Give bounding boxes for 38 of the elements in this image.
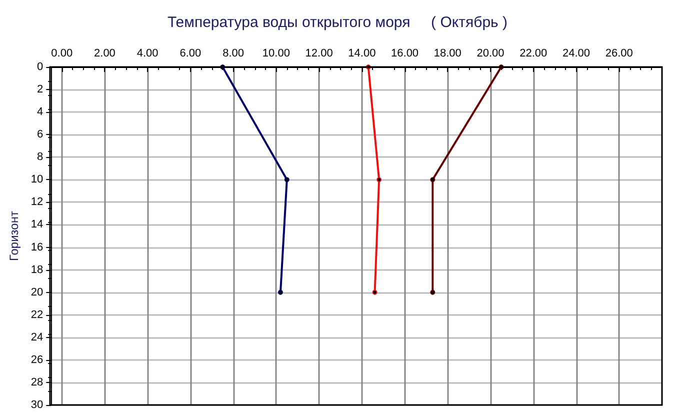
y-tick-label: 16: [30, 241, 44, 254]
point: [430, 177, 436, 182]
y-tick-label: 4: [37, 106, 44, 118]
y-tick-label: 28: [30, 376, 44, 388]
y-tick-label: 2: [37, 84, 44, 96]
x-tick-label: 8.00: [222, 48, 244, 60]
y-tick-label: 30: [30, 399, 44, 411]
y-tick-label: 18: [30, 264, 44, 276]
y-axis-title: Горизонт: [7, 210, 21, 261]
y-tick-label: 6: [37, 128, 44, 141]
y-tick-label: 24: [30, 331, 44, 344]
y-tick-label: 20: [30, 286, 44, 298]
x-tick-label: 22.00: [520, 48, 548, 60]
point: [372, 290, 378, 295]
x-tick-label: 12.00: [305, 48, 333, 60]
y-tick-label: 8: [37, 151, 44, 164]
x-tick-label: 24.00: [562, 48, 590, 60]
y-tick-label: 12: [30, 196, 44, 208]
y-tick-label: 14: [30, 218, 44, 231]
y-tick-label: 26: [30, 354, 44, 366]
x-tick-label: 0.00: [51, 48, 73, 60]
y-tick-label: 22: [30, 308, 44, 321]
x-tick-label: 6.00: [180, 48, 202, 60]
x-tick-label: 16.00: [391, 48, 419, 60]
y-tick-label: 10: [30, 174, 44, 186]
point: [376, 177, 382, 182]
x-tick-label: 20.00: [476, 48, 504, 60]
x-tick-label: 26.00: [605, 48, 633, 60]
x-tick-label: 18.00: [434, 48, 462, 60]
y-tick-label: 0: [37, 61, 44, 73]
point: [430, 290, 436, 295]
x-tick-label: 14.00: [348, 48, 376, 60]
point: [284, 177, 290, 182]
x-tick-label: 4.00: [136, 48, 158, 60]
x-tick-label: 10.00: [262, 48, 290, 60]
point: [278, 290, 283, 295]
x-tick-label: 2.00: [94, 48, 116, 60]
chart-title: Температура воды открытого моря ( Октябрь ): [167, 14, 508, 31]
